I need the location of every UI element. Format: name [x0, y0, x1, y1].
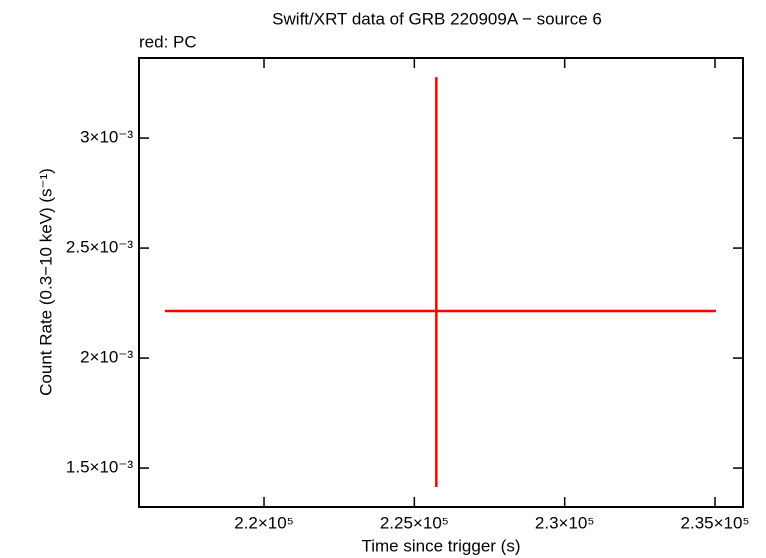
x-tick-label: 2.3×10⁵	[535, 513, 595, 532]
x-axis-label: Time since trigger (s)	[361, 536, 520, 555]
y-tick-label: 1.5×10⁻³	[66, 458, 133, 477]
y-tick-label: 3×10⁻³	[80, 128, 133, 147]
chart-subtitle: red: PC	[139, 32, 197, 51]
x-tick-label: 2.35×10⁵	[681, 513, 750, 532]
x-tick-label: 2.2×10⁵	[234, 513, 294, 532]
y-tick-label: 2×10⁻³	[80, 348, 133, 367]
y-axis-label: Count Rate (0.3−10 keV) (s⁻¹)	[36, 168, 55, 396]
plot-frame	[138, 57, 744, 508]
x-tick-label: 2.25×10⁵	[380, 513, 449, 532]
y-tick-label: 2.5×10⁻³	[66, 238, 133, 257]
chart-title: Swift/XRT data of GRB 220909A − source 6	[272, 9, 602, 28]
